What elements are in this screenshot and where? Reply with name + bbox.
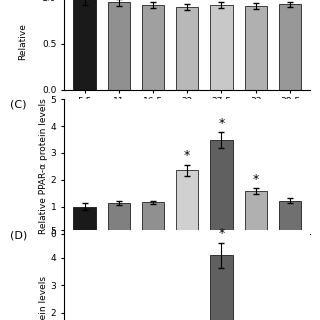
Bar <box>142 5 164 90</box>
Bar <box>142 202 164 234</box>
Bar <box>244 191 267 234</box>
Y-axis label: Relative: Relative <box>18 23 27 60</box>
Bar <box>210 5 233 90</box>
Bar <box>244 6 267 90</box>
Bar <box>73 0 96 90</box>
Y-axis label: tein levels: tein levels <box>39 276 48 320</box>
X-axis label: Glu(mM): Glu(mM) <box>168 108 207 116</box>
Bar <box>176 7 198 90</box>
Bar <box>210 140 233 234</box>
Bar <box>176 171 198 234</box>
Y-axis label: Relative PPAR-α protein levels: Relative PPAR-α protein levels <box>39 99 48 234</box>
Text: *: * <box>252 173 259 186</box>
Bar <box>279 4 301 90</box>
Bar <box>108 3 130 90</box>
Bar <box>108 203 130 234</box>
Text: (C): (C) <box>10 99 26 109</box>
Text: *: * <box>184 149 190 162</box>
Text: (D): (D) <box>10 230 27 240</box>
Bar <box>210 255 233 320</box>
Text: *: * <box>218 227 225 240</box>
Bar <box>73 207 96 234</box>
X-axis label: Glu(mM): Glu(mM) <box>168 252 207 260</box>
Text: *: * <box>218 116 225 130</box>
Bar <box>279 201 301 234</box>
